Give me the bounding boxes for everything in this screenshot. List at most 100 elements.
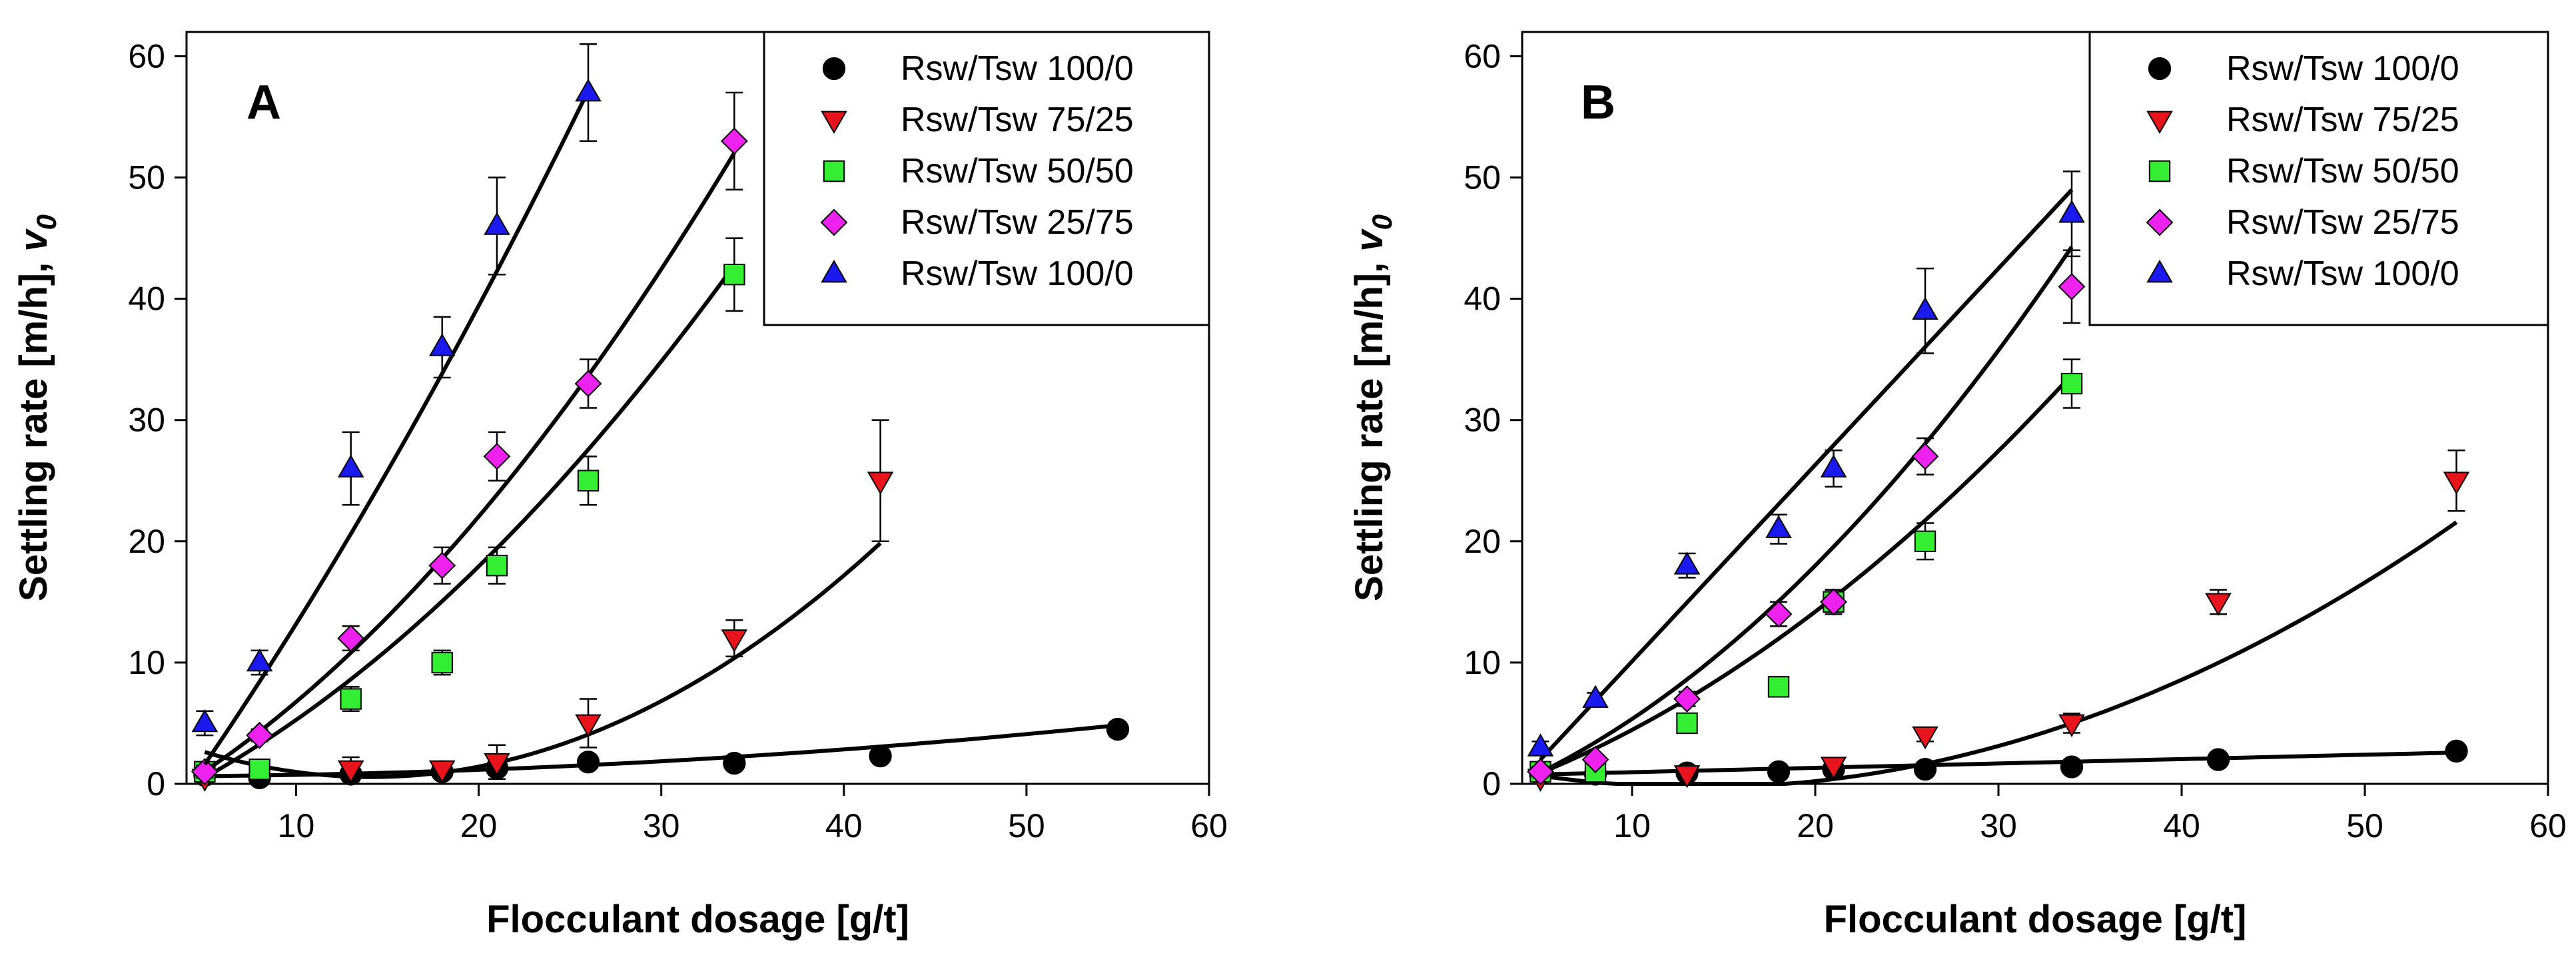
panel-a-x-tick-label: 50 — [1008, 807, 1045, 844]
panel-a-data-point — [337, 760, 364, 784]
panel-a-data-point — [575, 79, 602, 102]
panel-a-y-tick-label: 10 — [128, 644, 165, 681]
panel-b-data-point — [1820, 454, 1847, 478]
panel-b-x-axis-title: Flocculant dosage [g/t] — [1824, 898, 2247, 941]
panel-b-legend-label: Rsw/Tsw 100/0 — [2226, 254, 2459, 293]
panel-a-y-tick-label: 30 — [128, 402, 165, 439]
panel-b-data-point — [1673, 551, 1701, 575]
panel-b-fit-curve-3 — [1539, 246, 2074, 775]
panel-a-data-point — [1106, 717, 1130, 741]
panel-b-y-axis-title-main: Settling rate [m/h], — [1348, 252, 1391, 601]
panel-b-data-point — [1912, 726, 1938, 750]
panel-b-y-axis-title: Settling rate [m/h], v0 — [1348, 214, 1398, 601]
panel-b-y-tick-label: 10 — [1464, 644, 1501, 681]
panel-a-x-tick-label: 10 — [278, 807, 315, 844]
panel-b-data-point — [1582, 685, 1609, 708]
panel-a-chart: 10 20 30 40 50 60 0 10 20 30 40 50 60 Flocculant dosa… — [12, 31, 1228, 941]
panel-b-x-tick-label: 10 — [1613, 807, 1651, 844]
panel-a-data-point — [484, 212, 510, 235]
panel-b-legend-marker — [2148, 57, 2172, 81]
panel-b-x-tick-label: 30 — [1980, 807, 2017, 844]
panel-b-data-point — [2445, 739, 2468, 763]
panel-b-data-point — [1767, 760, 1791, 783]
panel-a-legend-label: Rsw/Tsw 25/75 — [901, 203, 1134, 242]
panel-b-data-point — [2060, 755, 2084, 779]
panel-a-panel-letter: A — [246, 76, 281, 129]
panel-a-data-point — [191, 758, 218, 786]
panel-b-data-point — [1767, 676, 1790, 698]
panel-a-data-point — [337, 454, 364, 478]
panel-b-legend-marker — [2146, 259, 2173, 283]
panel-a-data-point — [428, 333, 456, 356]
panel-b-y-tick-label: 0 — [1482, 765, 1501, 802]
panel-b-plot-frame — [1521, 31, 2549, 785]
panel-a-data-point — [340, 688, 362, 710]
panel-a-fit-curve-3 — [203, 151, 736, 773]
panel-b-data-point — [2058, 200, 2085, 223]
panel-a-data-point — [337, 625, 365, 652]
panel-a-x-tick-label: 30 — [643, 807, 680, 844]
panel-a-plot-frame — [185, 31, 1210, 785]
panel-a-y-tick-label: 40 — [128, 280, 165, 318]
panel-b-data-point — [1581, 746, 1609, 773]
panel-a-data-point — [723, 751, 746, 775]
panel-a-series-0 — [193, 717, 1130, 790]
panel-b-series-3 — [1527, 246, 2086, 786]
panel-a-data-point — [576, 751, 600, 774]
panel-b-data-point — [1820, 757, 1847, 780]
panel-b-x-tick-label: 50 — [2346, 807, 2383, 844]
panel-a-legend-marker — [820, 208, 848, 236]
panel-a-data-point — [574, 370, 602, 398]
panel-b-y-tick-label: 40 — [1464, 280, 1501, 318]
panel-a-x-tick-label: 40 — [825, 807, 863, 844]
panel-a-y-axis-title: Settling rate [m/h], v0 — [12, 214, 62, 601]
panel-a-y-axis-title-main: Settling rate [m/h], — [12, 252, 55, 601]
panel-b-legend-marker — [2148, 160, 2171, 182]
panel-b-y-tick-label: 60 — [1464, 37, 1501, 75]
panel-b-y-tick-label: 20 — [1464, 523, 1501, 560]
panel-b-y-axis-title-var: v — [1348, 228, 1391, 252]
panel-b-legend-marker — [2146, 208, 2174, 236]
panel-b-data-point — [2205, 593, 2232, 616]
panel-b-data-point — [1676, 712, 1698, 735]
panel-b-data-point — [1527, 758, 1554, 786]
panel-a-y-tick-label: 20 — [128, 523, 165, 560]
panel-b-x-tick-label: 60 — [2529, 807, 2567, 844]
panel-a-fit-curve-1 — [204, 541, 882, 779]
panel-a-legend-label: Rsw/Tsw 100/0 — [901, 254, 1134, 293]
panel-b-data-point — [1911, 442, 1939, 470]
panel-b-x-tick-label: 20 — [1797, 807, 1834, 844]
panel-b-fit-curve-2 — [1539, 373, 2074, 775]
panel-b-data-point — [2443, 472, 2470, 495]
panel-a-data-point — [486, 555, 508, 577]
panel-b-legend-label: Rsw/Tsw 75/25 — [2226, 101, 2459, 139]
panel-a-series-4 — [191, 43, 602, 766]
panel-b-data-point — [2206, 748, 2230, 771]
panel-a-data-point — [869, 744, 892, 768]
panel-a-data-point — [484, 753, 510, 777]
panel-a-series-1 — [191, 419, 894, 792]
panel-b-series-1 — [1527, 449, 2470, 792]
panel-b-data-point — [1673, 685, 1701, 713]
panel-b-data-point — [2058, 714, 2085, 737]
panel-a-y-axis-title-var: v — [12, 228, 55, 252]
panel-b-legend: Rsw/Tsw 100/0 Rsw/Tsw 75/25 Rsw/Tsw 50/50 R… — [2088, 31, 2549, 326]
panel-a-series-3 — [191, 91, 748, 786]
panel-a-data-point — [431, 651, 453, 674]
panel-b-legend-label: Rsw/Tsw 50/50 — [2226, 152, 2459, 190]
panel-b-legend-label: Rsw/Tsw 25/75 — [2226, 203, 2459, 242]
panel-b-x-tick-label: 40 — [2163, 807, 2200, 844]
panel-a-legend-label: Rsw/Tsw 50/50 — [901, 152, 1134, 190]
panel-b-data-point — [1673, 765, 1701, 789]
panel-a-data-point — [191, 709, 218, 733]
panel-a-legend-label: Rsw/Tsw 75/25 — [901, 101, 1134, 139]
panel-b-data-point — [1912, 296, 1938, 320]
panel-b-y-tick-label: 50 — [1464, 159, 1501, 196]
panel-a-x-axis-title: Flocculant dosage [g/t] — [486, 898, 909, 941]
panel-a-y-tick-label: 60 — [128, 37, 165, 75]
panel-a-data-point — [723, 263, 745, 286]
panel-a-legend-marker — [821, 111, 847, 135]
panel-a-y-tick-label: 0 — [147, 765, 165, 802]
panel-b-data-point — [1765, 600, 1793, 628]
panel-b-chart: 10 20 30 40 50 60 0 10 20 30 40 50 60 Flocculant dosa… — [1348, 31, 2567, 941]
